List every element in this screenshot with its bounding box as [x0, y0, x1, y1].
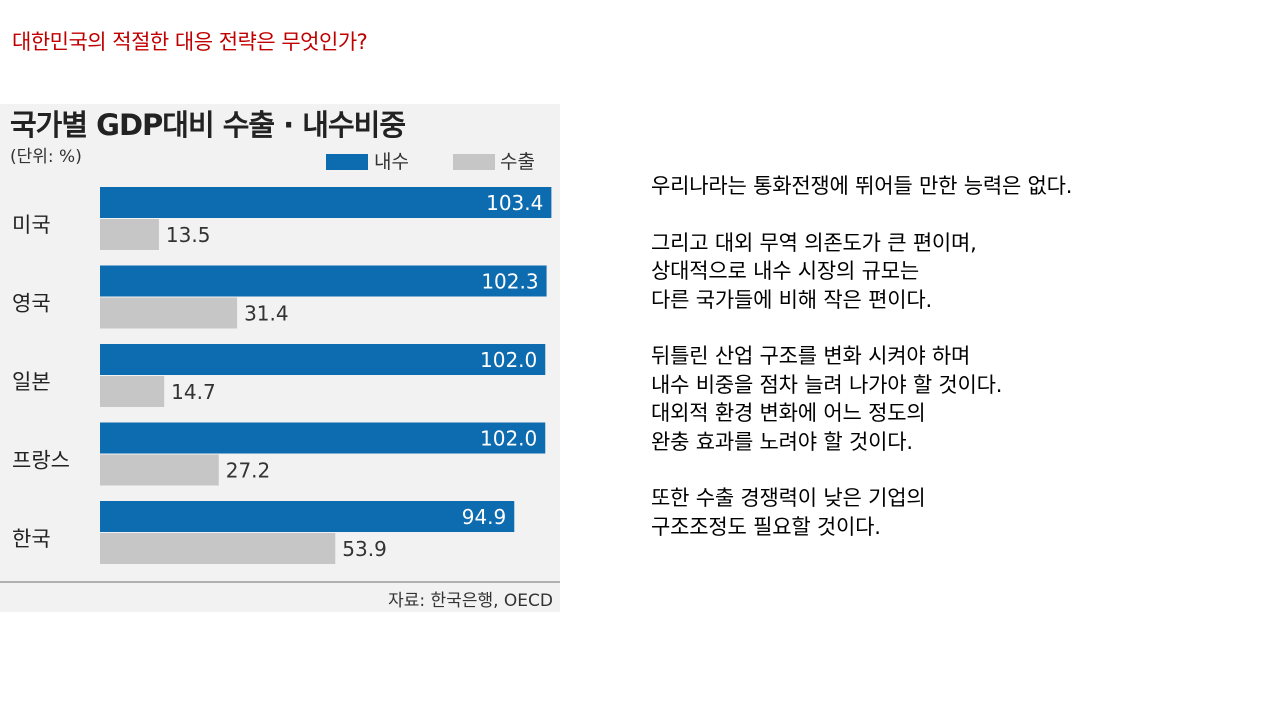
chart-panel: 국가별 GDP대비 수출 · 내수비중 (단위: %) 내수 수출 미국 103.…	[0, 104, 560, 612]
bar-domestic	[100, 344, 546, 375]
bar-export	[100, 219, 159, 250]
bar-export	[100, 297, 238, 329]
body-line: 또한 수출 경쟁력이 낮은 기업의	[651, 486, 926, 510]
chart-title: 국가별 GDP대비 수출 · 내수비중	[10, 108, 405, 142]
category-label: 일본	[12, 370, 51, 394]
data-label-export: 14.7	[171, 380, 216, 404]
chart-unit-label: (단위: %)	[10, 147, 82, 167]
data-label-domestic: 94.9	[462, 505, 507, 529]
bar-export	[100, 376, 165, 407]
data-label-domestic: 102.3	[481, 270, 538, 294]
chart-bars: 미국 103.4 13.5 영국 102.3 31.4 일본 102.0 14.7 프랑스 102.…	[12, 187, 552, 564]
chart-legend: 내수 수출	[326, 151, 535, 173]
data-label-domestic: 102.0	[480, 348, 537, 372]
bar-domestic	[100, 265, 547, 297]
data-label-domestic: 102.0	[480, 427, 537, 451]
body-line: 그리고 대외 무역 의존도가 큰 편이며,	[651, 230, 977, 255]
bar-domestic	[100, 187, 552, 218]
bar-domestic	[100, 501, 515, 532]
bar-chart: 국가별 GDP대비 수출 · 내수비중 (단위: %) 내수 수출 미국 103.…	[0, 108, 560, 611]
category-label: 영국	[12, 292, 51, 316]
legend-swatch-export	[453, 154, 495, 170]
body-text: 우리나라는 통화전쟁에 뛰어들 만한 능력은 없다. 그리고 대외 무역 의존도가…	[651, 172, 1072, 569]
legend-swatch-domestic	[326, 154, 368, 170]
body-line: 우리나라는 통화전쟁에 뛰어들 만한 능력은 없다.	[651, 174, 1073, 198]
data-label-export: 13.5	[166, 223, 211, 247]
category-label: 한국	[12, 527, 51, 551]
body-line: 구조조정도 필요할 것이다.	[651, 514, 881, 539]
body-line: 내수 비중을 점차 늘려 나가야 할 것이다.	[651, 372, 1003, 397]
bar-export	[100, 533, 336, 564]
body-line: 완충 효과를 노려야 할 것이다.	[651, 429, 913, 454]
body-line: 뒤틀린 산업 구조를 변화 시켜야 하며	[651, 344, 971, 368]
category-label: 미국	[12, 213, 51, 237]
body-line: 대외적 환경 변화에 어느 정도의	[651, 401, 926, 425]
chart-source: 자료: 한국은행, OECD	[388, 591, 553, 611]
body-line: 상대적으로 내수 시장의 규모는	[651, 259, 919, 283]
bar-domestic	[100, 422, 546, 454]
slide-title: 대한민국의 적절한 대응 전략은 무엇인가?	[12, 30, 368, 54]
data-label-domestic: 103.4	[486, 191, 543, 215]
data-label-export: 53.9	[342, 537, 387, 561]
legend-label-domestic: 내수	[374, 151, 409, 173]
data-label-export: 27.2	[226, 459, 271, 483]
bar-export	[100, 454, 219, 486]
data-label-export: 31.4	[244, 302, 289, 326]
body-paragraph: 우리나라는 통화전쟁에 뛰어들 만한 능력은 없다.	[651, 172, 1072, 201]
body-line: 다른 국가들에 비해 작은 편이다.	[651, 287, 932, 312]
legend-label-export: 수출	[500, 151, 535, 173]
category-label: 프랑스	[12, 449, 70, 473]
